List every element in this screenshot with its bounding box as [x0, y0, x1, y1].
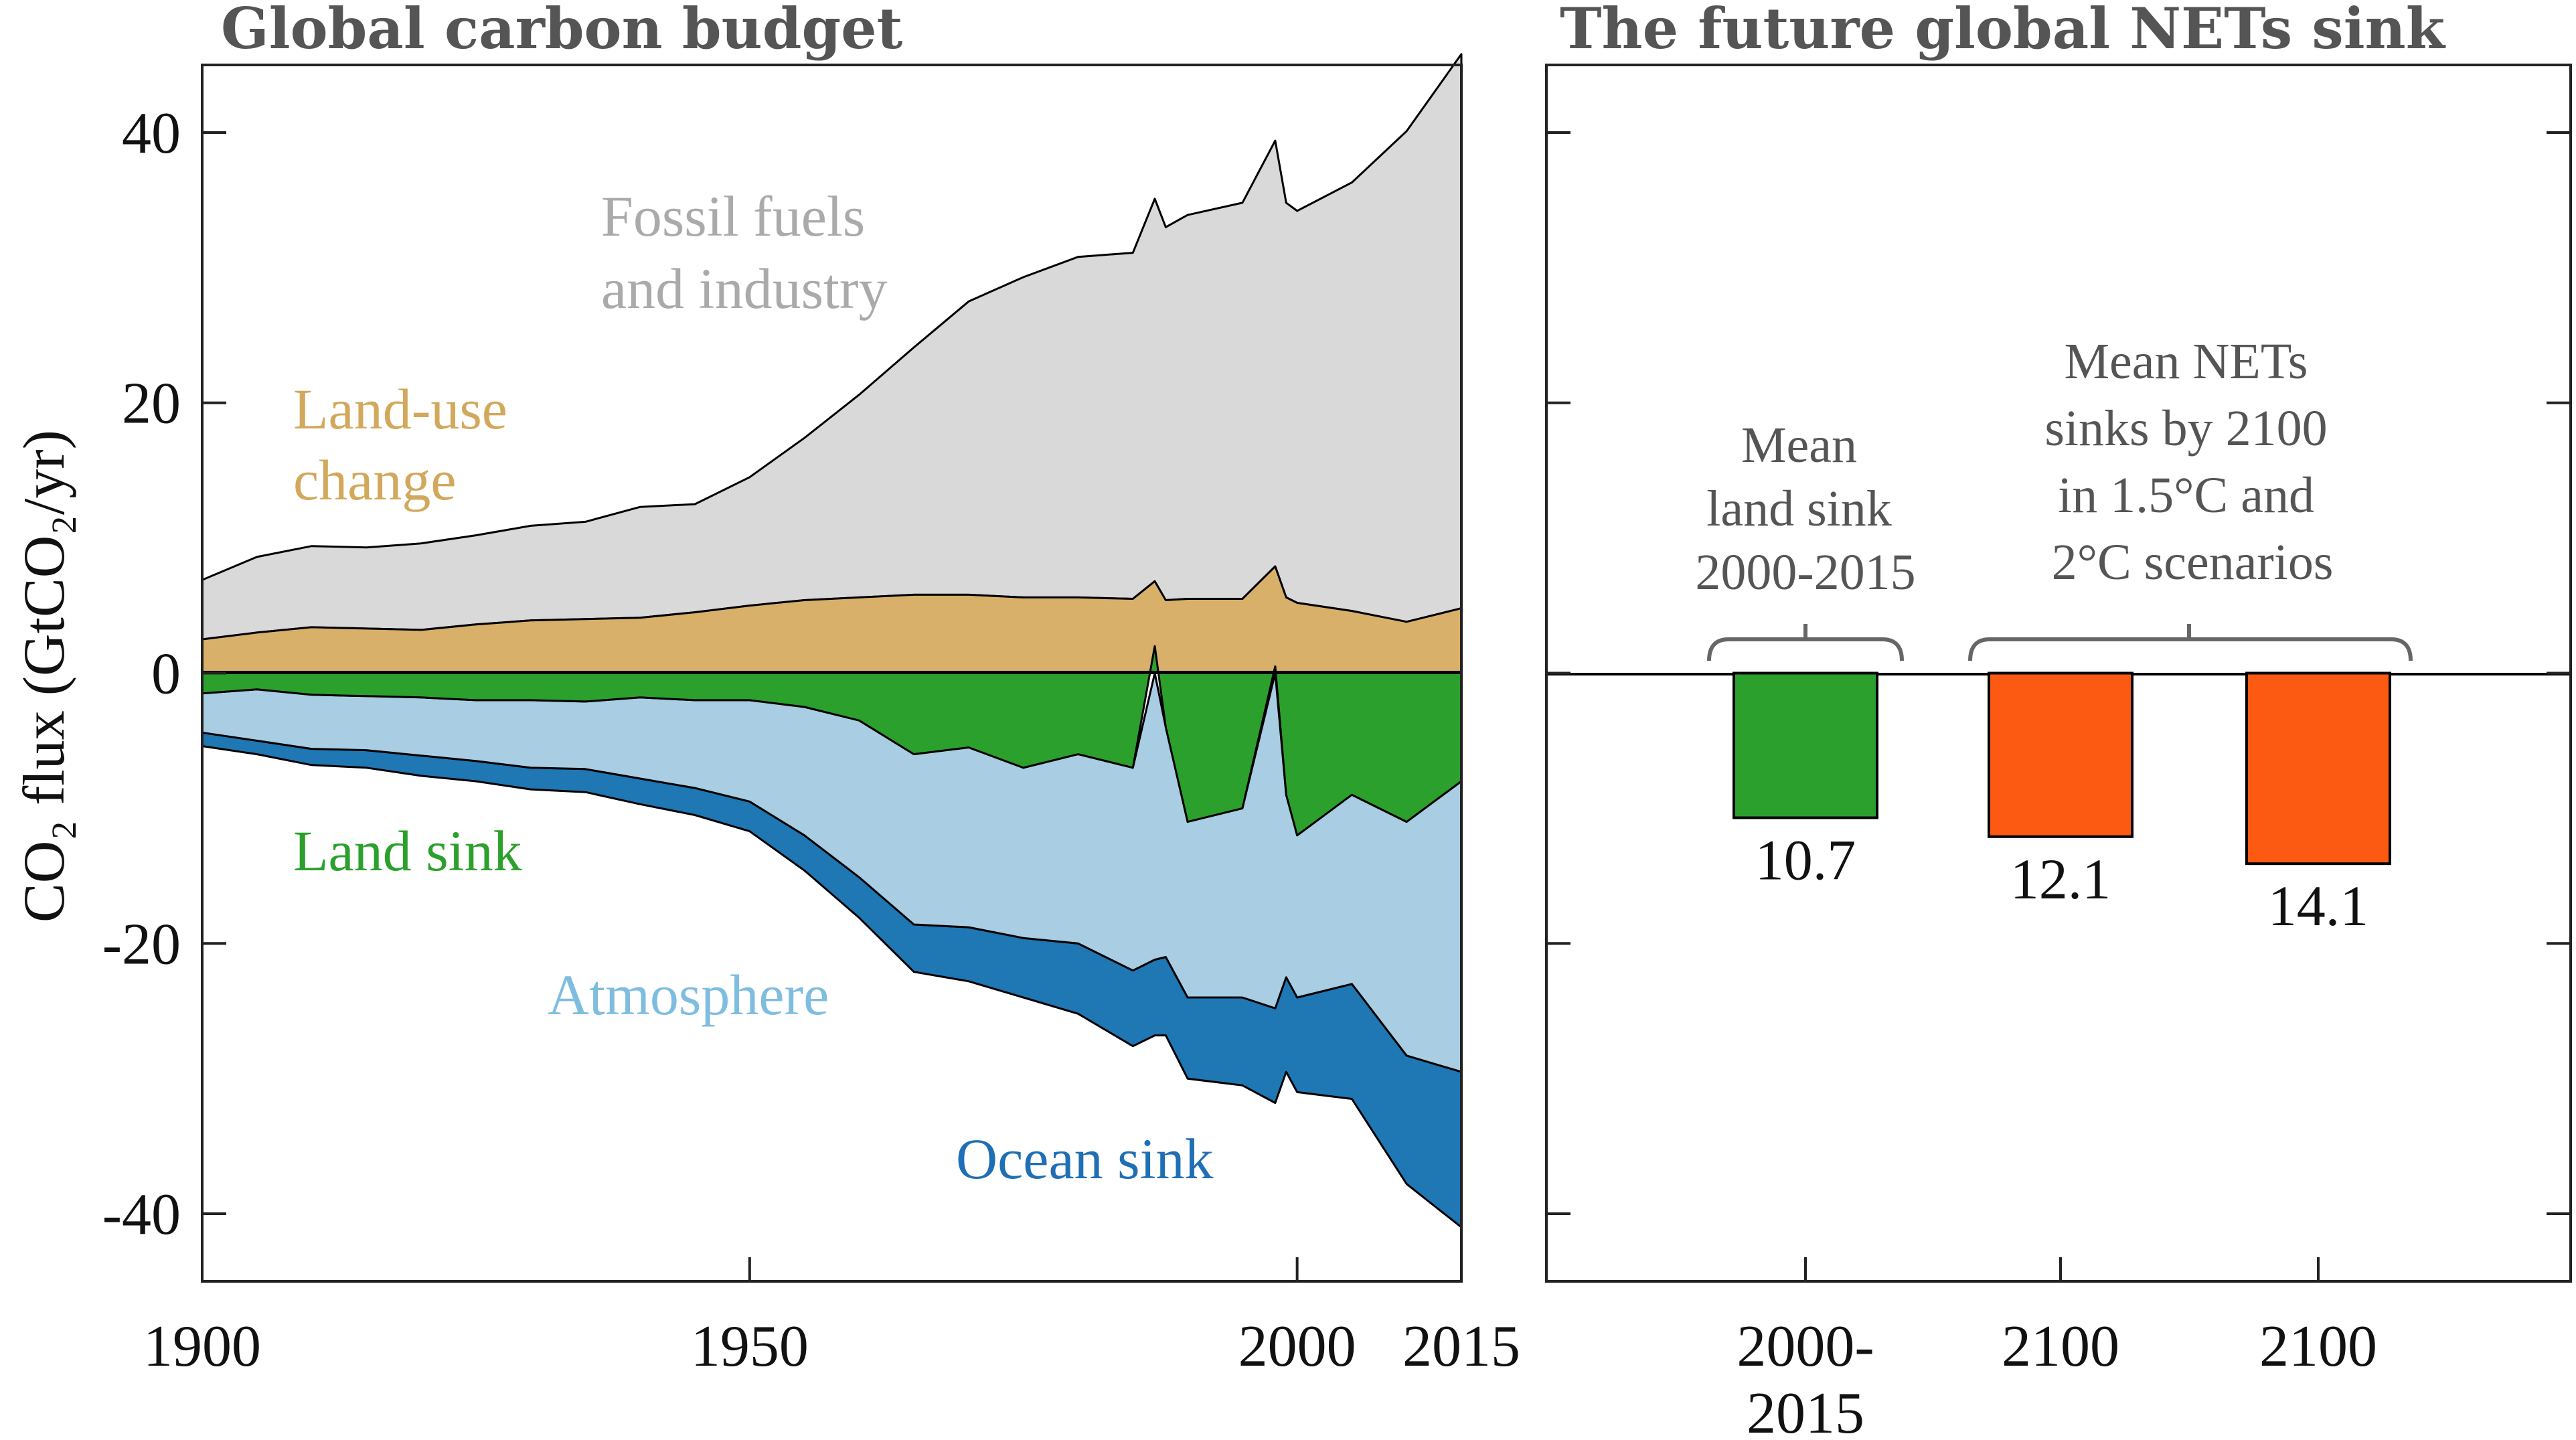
y-tick-label: 20	[122, 372, 181, 436]
label-land-use-change: Land-use change	[293, 377, 521, 512]
bar-value-label: 12.1	[2010, 847, 2111, 911]
x-tick-label: 2015	[1402, 1314, 1520, 1379]
bar	[1988, 671, 2134, 838]
label-land-sink: Land sink	[293, 819, 522, 883]
bar-value-label: 14.1	[2268, 874, 2369, 938]
bar	[1733, 671, 1878, 819]
category-label: 2000-2015	[1737, 1314, 1874, 1440]
brace-nets-sinks	[1968, 624, 2413, 661]
label-ocean-sink: Ocean sink	[956, 1127, 1213, 1191]
y-tick-label: -40	[102, 1182, 181, 1247]
y-tick-label: 0	[151, 642, 181, 707]
x-tick-label: 1950	[691, 1314, 809, 1379]
note-nets-sinks: Mean NETs sinks by 2100 in 1.5°C and 2°C…	[2044, 333, 2340, 590]
note-land-sink: Mean land sink 2000-2015	[1695, 417, 1915, 601]
area-fossil-fuels	[201, 53, 1463, 641]
right-panel: The future global NETs sink 2000-2015 210…	[1545, 0, 2572, 1440]
y-tick-label: -20	[102, 912, 181, 977]
left-panel: Global carbon budget 1900 1950 2000 2015 40 2…	[12, 0, 1520, 1379]
brace-land-sink	[1707, 624, 1904, 661]
left-axis-ticks: 1900 1950 2000 2015 40 20 0 -20 -40	[102, 101, 1520, 1379]
right-panel-title: The future global NETs sink	[1560, 0, 2446, 62]
left-panel-title: Global carbon budget	[221, 0, 903, 62]
category-label: 2100	[2259, 1314, 2377, 1379]
category-label: 2100	[2002, 1314, 2119, 1379]
y-axis-label: CO₂ flux (GtCO₂/yr)	[12, 430, 77, 923]
x-tick-label: 1900	[143, 1314, 261, 1379]
bar	[2245, 671, 2391, 866]
y-tick-label: 40	[122, 101, 181, 166]
x-tick-label: 2000	[1238, 1314, 1356, 1379]
label-fossil-fuels: Fossil fuels and industry	[601, 184, 888, 321]
bars: 10.7 12.1 14.1	[1733, 671, 2391, 938]
bar-value-label: 10.7	[1755, 828, 1856, 892]
right-axis-ticks: 2000-2015 2100 2100	[1546, 131, 2571, 1440]
label-atmosphere: Atmosphere	[548, 963, 829, 1027]
